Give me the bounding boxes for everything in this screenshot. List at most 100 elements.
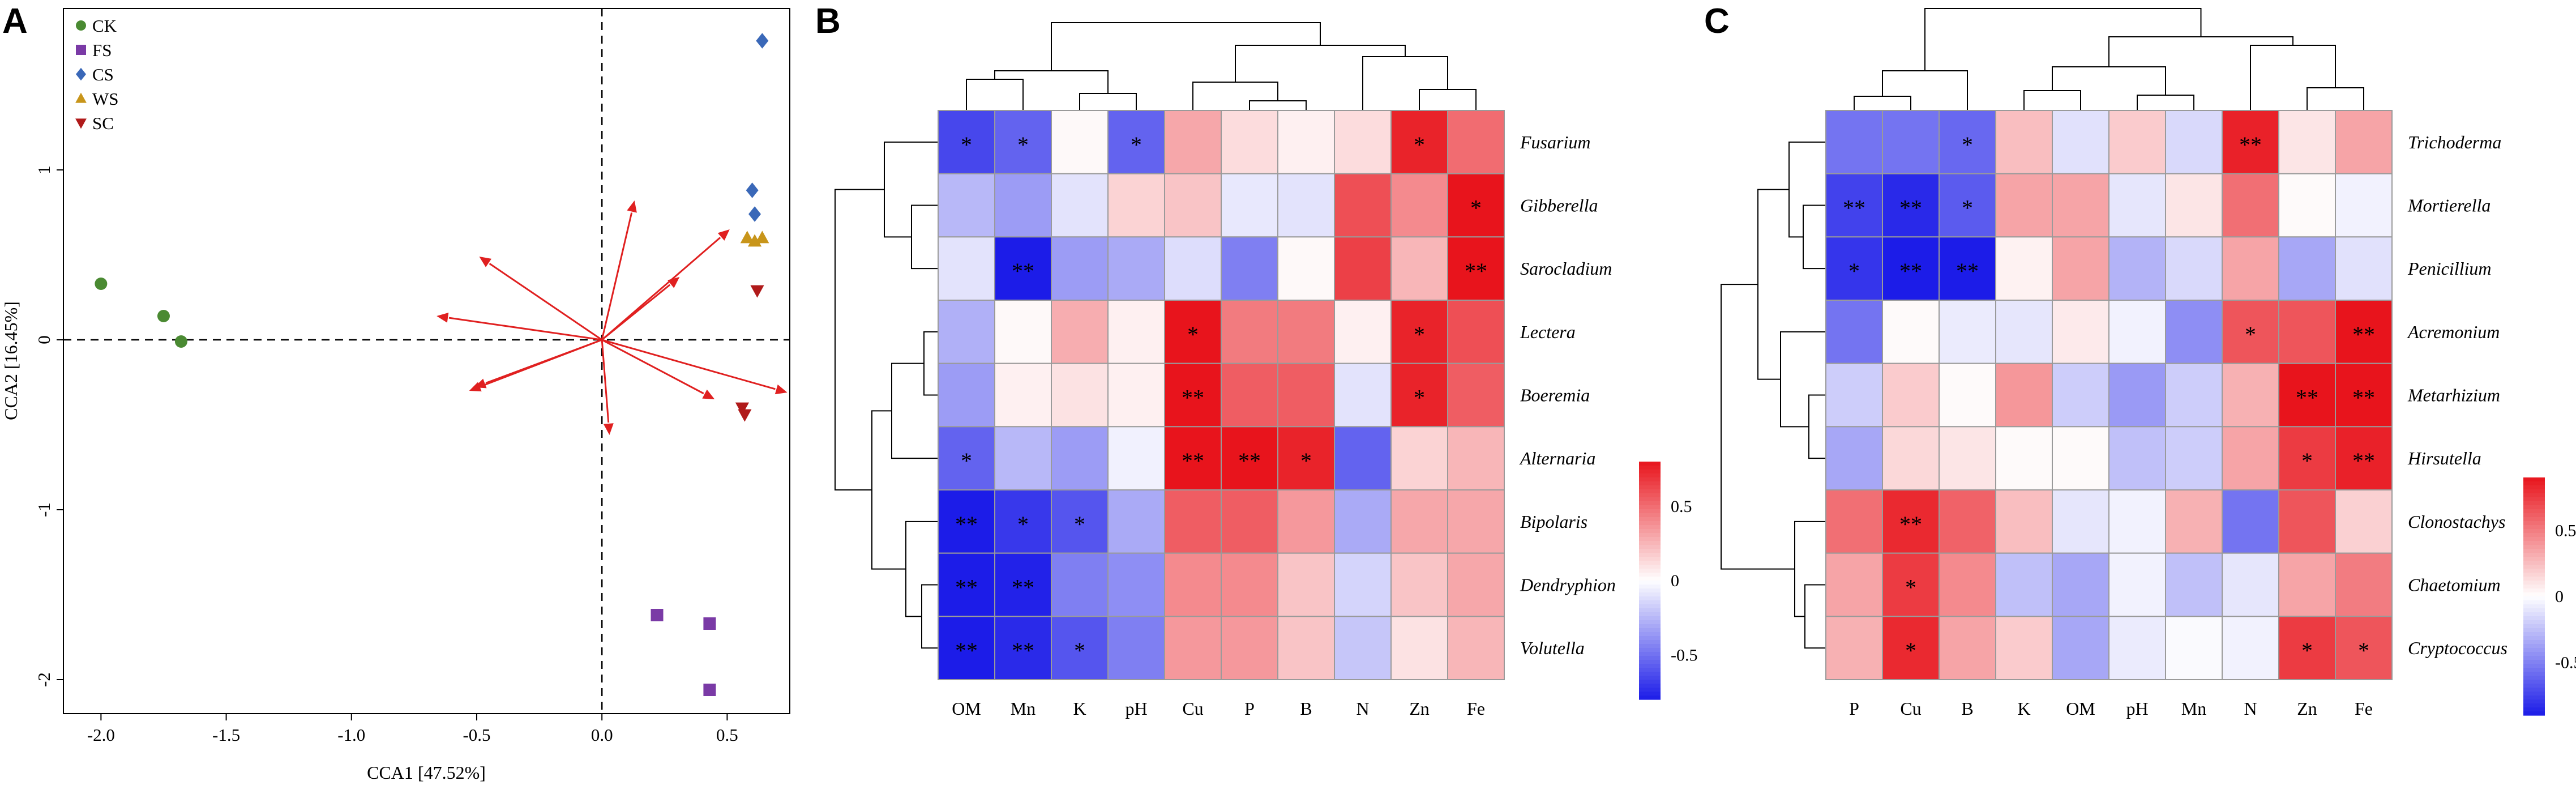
dendrogram-branch	[1924, 8, 2202, 71]
heatmap-cell	[994, 173, 1052, 238]
colorbar-segment	[1639, 588, 1661, 593]
heatmap-cell	[1447, 489, 1505, 554]
dendrogram-branch	[1808, 394, 1826, 459]
colorbar-segment	[1639, 557, 1661, 561]
heatmap-cell	[1051, 489, 1109, 554]
heatmap-cell	[1390, 426, 1448, 490]
heatmap-cell	[1995, 616, 2053, 681]
legend-label-sc: SC	[92, 113, 114, 133]
colorbar-segment	[1639, 692, 1661, 696]
colorbar-tick-label: 0	[2555, 587, 2564, 606]
colorbar-segment	[1639, 529, 1661, 534]
heatmap-cell	[938, 426, 995, 490]
heatmap-cell	[1825, 489, 1883, 554]
row-dendrogram	[835, 141, 938, 649]
heatmap-cell	[1221, 489, 1278, 554]
significance-mark: *	[1074, 638, 1085, 663]
heatmap-cell	[1995, 236, 2053, 301]
heatmap-cell	[1825, 173, 1883, 238]
significance-mark: **	[1012, 575, 1034, 600]
colorbar-segment	[2523, 509, 2545, 514]
heatmap-cell	[1277, 489, 1335, 554]
heatmap-cell	[2052, 616, 2109, 681]
row-label: Bipolaris	[1520, 511, 1587, 532]
x-axis-label: CCA1 [47.52%]	[367, 762, 486, 783]
colorbar-segment	[2523, 699, 2545, 704]
heatmap-cell	[1221, 552, 1278, 617]
arrow-line	[489, 263, 603, 341]
point-fs	[703, 617, 716, 630]
colorbar-segment	[1639, 640, 1661, 645]
row-label: Trichoderma	[2408, 132, 2501, 152]
arrow-line	[448, 317, 602, 341]
colorbar-segment	[2523, 497, 2545, 502]
colorbar-tick-label: -0.5	[2555, 654, 2576, 672]
dendrogram-branch	[923, 331, 938, 396]
colorbar-segment	[1639, 672, 1661, 676]
colorbar-segment	[2523, 585, 2545, 589]
panel-label-b: B	[815, 2, 841, 41]
row-label: Dendryphion	[1520, 575, 1616, 595]
colorbar-segment	[2523, 513, 2545, 518]
heatmap-cell	[1939, 300, 1996, 364]
heatmap-cell	[2108, 616, 2166, 681]
heatmap-cell	[1107, 362, 1165, 428]
heatmap-cell	[1825, 300, 1883, 364]
colorbar-segment	[1639, 541, 1661, 545]
row-label: Alternaria	[1519, 448, 1595, 468]
heatmap-cell	[2165, 110, 2223, 174]
heatmap-cell	[938, 300, 995, 364]
colorbar-segment	[1639, 517, 1661, 522]
colorbar-segment	[2523, 628, 2545, 633]
column-label: Mn	[2181, 698, 2206, 719]
heatmap-cell	[1995, 110, 2053, 174]
heatmap-cell	[1107, 236, 1165, 301]
row-label: Mortierella	[2407, 195, 2491, 216]
heatmap-cell	[1107, 616, 1165, 681]
colorbar-segment	[2523, 521, 2545, 526]
significance-mark: *	[1414, 385, 1425, 411]
colorbar-segment	[2523, 581, 2545, 585]
heatmap-cell	[1051, 552, 1109, 617]
heatmap-cell	[2052, 362, 2109, 428]
heatmap-cell	[1334, 616, 1392, 681]
heatmap-cell	[938, 236, 995, 301]
colorbar-segment	[2523, 565, 2545, 569]
heatmap-cell	[1939, 173, 1996, 238]
colorbar-segment	[2523, 656, 2545, 660]
dendrogram-branch	[2108, 36, 2293, 67]
column-label: K	[1073, 698, 1086, 719]
colorbar-segment	[2523, 517, 2545, 522]
colorbar-segment	[1639, 644, 1661, 649]
heatmap-cell	[2108, 552, 2166, 617]
colorbar-segment	[1639, 569, 1661, 573]
colorbar-segment	[2523, 640, 2545, 645]
significance-mark: *	[961, 132, 972, 157]
colorbar-segment	[2523, 489, 2545, 494]
significance-mark: *	[961, 448, 972, 473]
colorbar-segment	[2523, 703, 2545, 708]
heatmap-cell	[2335, 426, 2393, 490]
heatmap-cell	[1051, 426, 1109, 490]
panel-b: B * * * **** *** *** ** ** ** *** * *** **** ** * OM Mn…	[815, 2, 1698, 719]
legend-label-ck: CK	[92, 16, 117, 36]
colorbar-segment	[1639, 676, 1661, 680]
row-label: Gibberella	[1520, 195, 1598, 216]
heatmap-cell	[2165, 616, 2223, 681]
colorbar-segment	[2523, 636, 2545, 641]
heatmap-cell	[1107, 552, 1165, 617]
colorbar-segment	[1639, 632, 1661, 637]
column-labels: P Cu B K OM pH Mn N Zn Fe	[1849, 698, 2373, 719]
heatmap-cell	[1164, 616, 1222, 681]
colorbar-segment	[1639, 577, 1661, 581]
y-axis-label: CCA2 [16.45%]	[1, 301, 21, 420]
heatmap-cell	[2335, 552, 2393, 617]
column-label: B	[1961, 698, 1973, 719]
heatmap-cell	[2335, 236, 2393, 301]
significance-mark: *	[1905, 575, 1916, 600]
heatmap-cell	[2278, 616, 2336, 681]
significance-mark: *	[1414, 132, 1425, 157]
legend-marker-fs	[76, 45, 86, 55]
column-label: B	[1300, 698, 1312, 719]
heatmap-cell	[1107, 426, 1165, 490]
